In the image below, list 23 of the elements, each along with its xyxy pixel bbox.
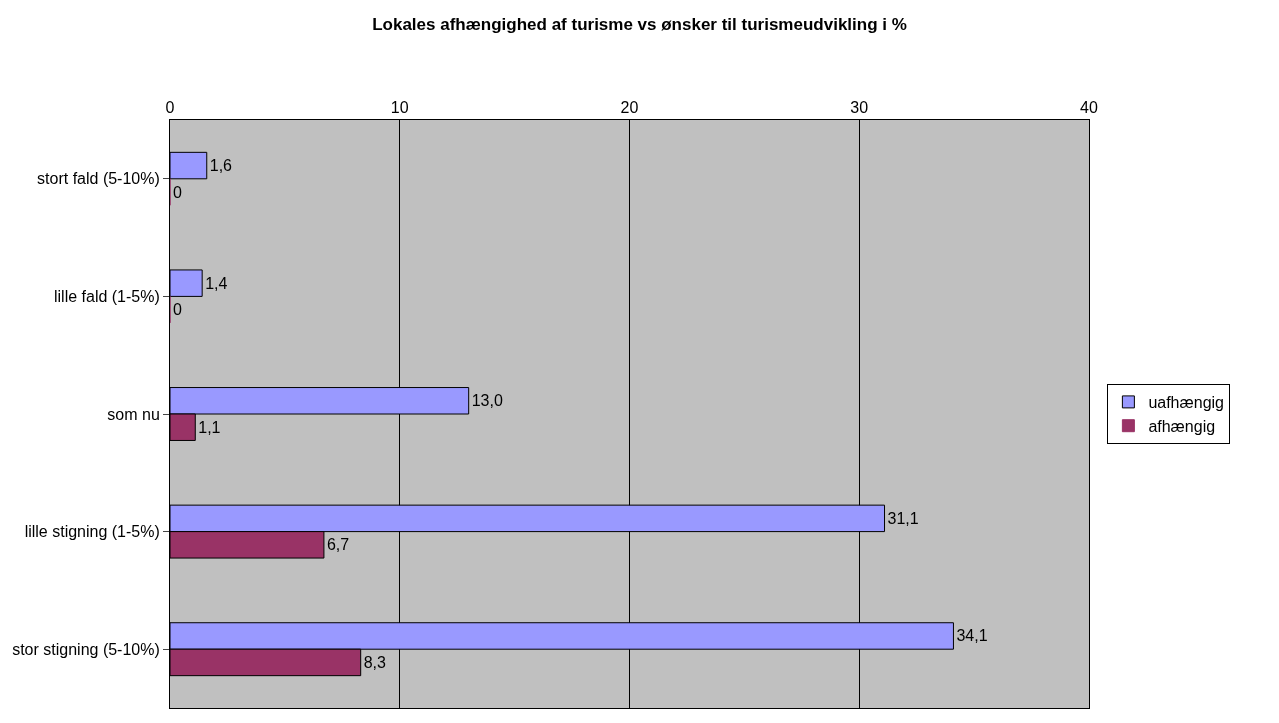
y-tick-label: som nu xyxy=(107,405,160,423)
x-tick-label: 10 xyxy=(390,98,409,116)
data-label: 8,3 xyxy=(363,653,387,671)
data-label: 0 xyxy=(173,183,182,201)
data-label: 1,4 xyxy=(205,274,228,292)
data-label: 31,1 xyxy=(887,509,919,527)
y-tick-label: stor stigning (5-10%) xyxy=(12,640,160,658)
data-label: 0 xyxy=(173,301,182,319)
legend-label: uafhængig xyxy=(1148,394,1225,412)
chart-title: Lokales afhængighed af turisme vs ønsker til turismeudvikling i % xyxy=(372,14,907,34)
data-label: 1,1 xyxy=(198,418,221,436)
data-label: 6,7 xyxy=(326,536,350,554)
x-tick-label: 0 xyxy=(165,98,175,116)
x-tick-label: 30 xyxy=(850,98,869,116)
data-label: 1,6 xyxy=(209,157,233,175)
x-tick-label: 20 xyxy=(620,98,639,116)
legend-label: afhængig xyxy=(1148,417,1216,435)
y-tick-label: lille stigning (1-5%) xyxy=(24,523,160,541)
x-tick-label: 40 xyxy=(1080,98,1098,116)
y-tick-label: lille fald (1-5%) xyxy=(53,288,160,305)
y-tick-label: stort fald (5-10%) xyxy=(37,170,160,188)
data-label: 13,0 xyxy=(471,392,503,410)
data-label: 34,1 xyxy=(956,627,988,645)
